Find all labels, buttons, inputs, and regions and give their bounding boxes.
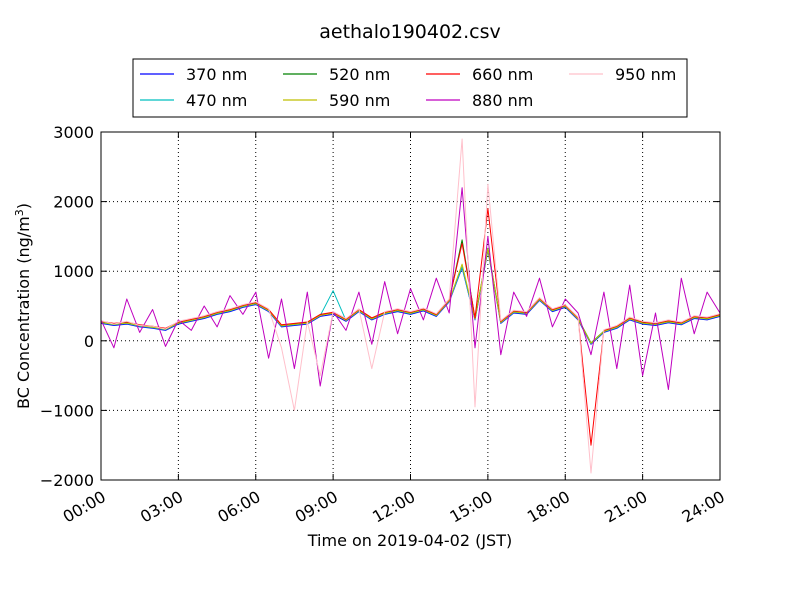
legend-label: 880 nm xyxy=(472,91,533,110)
x-tick-label: 00:00 xyxy=(60,487,109,527)
y-axis-label: BC Concentration (ng/m3) xyxy=(13,203,34,409)
x-tick-label: 03:00 xyxy=(137,487,186,527)
legend-label: 950 nm xyxy=(615,65,676,84)
legend-item: 470 nm xyxy=(140,91,247,110)
x-tick-label: 21:00 xyxy=(601,487,650,527)
series-line-590-nm xyxy=(100,248,721,344)
legend-label: 520 nm xyxy=(329,65,390,84)
y-axis-ticks: 3000 2000 1000 0 −1000 −2000 xyxy=(40,123,720,490)
y-tick-label: −2000 xyxy=(40,471,94,490)
x-tick-label: 18:00 xyxy=(524,487,573,527)
series-line-520-nm xyxy=(100,239,721,344)
y-tick-label: −1000 xyxy=(40,401,94,420)
x-tick-label: 15:00 xyxy=(446,487,495,527)
legend-item: 590 nm xyxy=(283,91,390,110)
legend-item: 880 nm xyxy=(426,91,533,110)
y-tick-label: 2000 xyxy=(53,193,94,212)
y-axis-label-superscript: 3 xyxy=(13,209,26,216)
legend-label: 660 nm xyxy=(472,65,533,84)
grid xyxy=(100,131,721,481)
y-tick-label: 3000 xyxy=(53,123,94,142)
y-axis-label-close: ) xyxy=(14,203,33,209)
legend-item: 370 nm xyxy=(140,65,247,84)
y-tick-label: 1000 xyxy=(53,262,94,281)
x-axis-label: Time on 2019-04-02 (JST) xyxy=(307,531,512,550)
legend-box xyxy=(132,58,688,118)
legend: 370 nm 470 nm 520 nm 590 nm 660 nm 880 nm 950 … xyxy=(132,58,688,118)
legend-item: 660 nm xyxy=(426,65,533,84)
series-line-880-nm xyxy=(100,187,721,390)
x-tick-label: 06:00 xyxy=(214,487,263,527)
series-lines xyxy=(100,138,721,474)
legend-item: 950 nm xyxy=(569,65,676,84)
series-line-950-nm xyxy=(100,138,721,474)
legend-label: 370 nm xyxy=(186,65,247,84)
y-tick-label: 0 xyxy=(84,332,94,351)
y-axis-label-main: BC Concentration (ng/m xyxy=(14,216,33,409)
x-tick-label: 09:00 xyxy=(292,487,341,527)
legend-item: 520 nm xyxy=(283,65,390,84)
series-line-660-nm xyxy=(100,208,721,446)
legend-label: 470 nm xyxy=(186,91,247,110)
x-tick-label: 12:00 xyxy=(369,487,418,527)
series-line-370-nm xyxy=(100,249,721,345)
legend-label: 590 nm xyxy=(329,91,390,110)
chart-title: aethalo190402.csv xyxy=(319,21,501,43)
x-tick-label: 24:00 xyxy=(679,487,728,527)
